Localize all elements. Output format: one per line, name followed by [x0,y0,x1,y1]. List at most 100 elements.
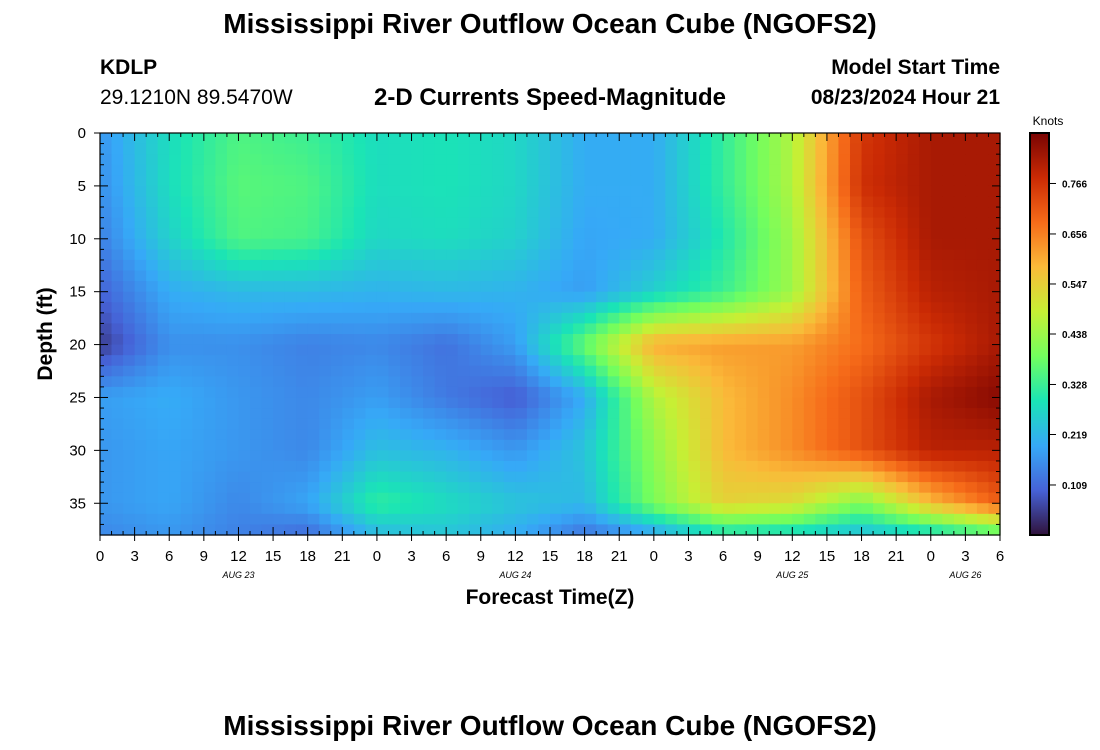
heatmap-cell [815,365,828,377]
heatmap-cell [503,334,516,346]
heatmap-cell [526,503,540,515]
heatmap-cell [561,185,574,198]
heatmap-cell [330,323,343,335]
heatmap-cell [538,513,551,526]
heatmap-cell [826,228,840,240]
heatmap-cell [330,482,343,494]
heatmap-cell [192,302,205,314]
heatmap-cell [573,217,586,229]
heatmap-cell [653,376,666,388]
heatmap-cell [169,376,182,388]
heatmap-cell [803,164,816,176]
heatmap-cell [284,281,297,293]
heatmap-cell [515,450,528,462]
heatmap-cell [284,228,297,240]
heatmap-cell [307,503,320,515]
heatmap-cell [930,143,943,155]
heatmap-cell [434,450,447,462]
heatmap-cell [250,196,263,208]
heatmap-cell [226,154,240,166]
heatmap-cell [169,429,182,441]
heatmap-cell [434,175,447,187]
heatmap-cell [884,312,897,325]
heatmap-cell [607,492,620,504]
heatmap-cell [238,365,251,377]
x-tick-label: 0 [927,548,935,565]
heatmap-cell [111,302,124,314]
heatmap-cell [988,503,1001,515]
heatmap-cell [480,513,493,526]
heatmap-cell [584,259,597,272]
heatmap-cell [653,408,666,420]
heatmap-cell [411,503,424,515]
heatmap-cell [792,503,805,515]
heatmap-cell [884,259,897,272]
heatmap-cell [146,154,159,166]
heatmap-cell [630,386,643,399]
heatmap-cell [896,302,909,314]
heatmap-cell [873,133,886,145]
heatmap-cell [307,397,320,409]
heatmap-cell [838,249,851,261]
heatmap-cell [180,312,193,325]
x-tick-label: 15 [819,548,836,565]
heatmap-cell [469,460,482,473]
heatmap-cell [711,143,724,155]
heatmap-cell [792,376,805,388]
heatmap-cell [965,281,978,293]
heatmap-cell [850,207,863,219]
heatmap-cell [930,207,943,219]
heatmap-cell [607,249,620,261]
heatmap-cell [619,217,632,229]
heatmap-cell [111,259,124,272]
heatmap-cell [480,503,493,515]
heatmap-cell [930,386,943,399]
heatmap-cell [665,386,678,399]
heatmap-cell [376,196,390,208]
heatmap-cell [423,143,436,155]
heatmap-cell [861,281,874,293]
heatmap-cell [942,334,955,346]
heatmap-cell [457,291,470,303]
heatmap-cell [388,185,401,198]
heatmap-cell [284,503,297,515]
heatmap-cell [988,312,1001,325]
heatmap-cell [607,175,620,187]
heatmap-cell [550,185,563,198]
heatmap-cell [446,471,459,483]
heatmap-cell [365,439,378,451]
heatmap-cell [492,439,505,451]
heatmap-cell [550,238,563,250]
heatmap-cell [642,249,655,261]
heatmap-cell [850,460,863,473]
heatmap-cell [411,281,424,293]
heatmap-cell [146,450,159,462]
heatmap-cell [665,397,678,409]
heatmap-cell [896,207,909,219]
heatmap-cell [250,207,263,219]
heatmap-cell [723,302,736,314]
heatmap-cell [596,207,609,219]
heatmap-cell [134,439,147,451]
heatmap-cell [469,207,482,219]
heatmap-cell [238,249,251,261]
heatmap-cell [573,386,586,399]
heatmap-cell [584,196,597,208]
heatmap-cell [953,334,966,346]
heatmap-cell [930,196,943,208]
heatmap-cell [261,418,274,430]
heatmap-cell [146,302,159,314]
heatmap-cell [919,281,932,293]
heatmap-cell [215,503,228,515]
heatmap-cell [319,418,332,430]
heatmap-cell [838,238,851,250]
heatmap-cell [503,429,516,441]
heatmap-cell [353,418,366,430]
heatmap-cell [780,429,793,441]
heatmap-cell [711,185,724,198]
heatmap-cell [861,513,874,526]
heatmap-cell [907,249,920,261]
heatmap-cell [711,355,724,367]
heatmap-cell [134,397,147,409]
heatmap-cell [607,482,620,494]
